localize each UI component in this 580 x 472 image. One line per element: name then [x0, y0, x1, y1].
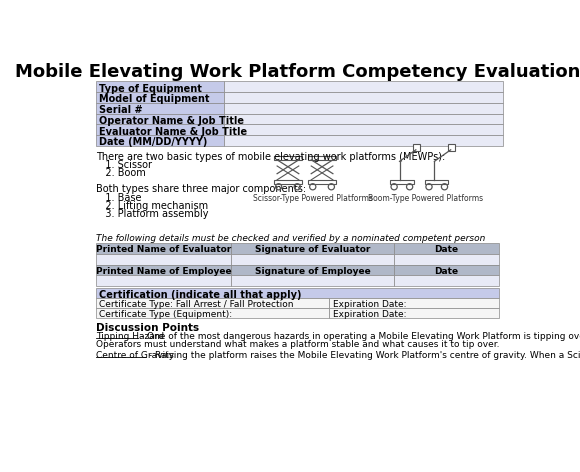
Bar: [96, 135, 224, 146]
Text: Mobile Elevating Work Platform Competency Evaluation: Mobile Elevating Work Platform Competenc…: [14, 63, 580, 81]
Text: 3. Platform assembly: 3. Platform assembly: [96, 209, 208, 219]
Bar: [96, 92, 224, 103]
Bar: [425, 180, 448, 185]
Text: Boom-Type Powered Platforms: Boom-Type Powered Platforms: [368, 194, 483, 202]
Text: Centre of Gravity: Centre of Gravity: [96, 351, 174, 360]
Bar: [231, 243, 394, 254]
Text: Type of Equipment: Type of Equipment: [99, 84, 202, 93]
Text: Date: Date: [434, 267, 459, 276]
Bar: [308, 180, 336, 184]
Text: The following details must be checked and verified by a nominated competent pers: The following details must be checked an…: [96, 234, 485, 243]
Bar: [96, 264, 231, 275]
Text: 2. Lifting mechanism: 2. Lifting mechanism: [96, 201, 208, 211]
Text: Printed Name of Evaluator: Printed Name of Evaluator: [96, 245, 231, 254]
Bar: [96, 254, 231, 264]
Bar: [96, 125, 224, 135]
Bar: [394, 243, 499, 254]
Text: Expiration Date:: Expiration Date:: [332, 310, 406, 319]
Text: 1. Base: 1. Base: [96, 193, 142, 202]
Text: Printed Name of Employee: Printed Name of Employee: [96, 267, 231, 276]
Text: Scissor-Type Powered Platforms: Scissor-Type Powered Platforms: [253, 194, 373, 202]
Bar: [231, 264, 394, 275]
Text: There are two basic types of mobile elevating work platforms (MEWPs):: There are two basic types of mobile elev…: [96, 152, 445, 162]
Bar: [413, 144, 420, 151]
Text: Both types share three major components:: Both types share three major components:: [96, 185, 306, 194]
Bar: [329, 298, 499, 308]
Bar: [96, 243, 231, 254]
Text: Certification (indicate all that apply): Certification (indicate all that apply): [99, 290, 302, 300]
Bar: [231, 254, 394, 264]
Bar: [448, 144, 455, 151]
Bar: [390, 180, 414, 185]
Text: Evaluator Name & Job Title: Evaluator Name & Job Title: [99, 126, 247, 137]
Text: Certificate Type (Equipment):: Certificate Type (Equipment):: [99, 310, 232, 319]
Text: Operators must understand what makes a platform stable and what causes it to tip: Operators must understand what makes a p…: [96, 340, 499, 349]
Bar: [96, 308, 329, 319]
Text: Signature of Evaluator: Signature of Evaluator: [255, 245, 371, 254]
Bar: [329, 308, 499, 319]
Text: Date (MM/DD/YYYY): Date (MM/DD/YYYY): [99, 137, 207, 147]
Text: - Raising the platform raises the Mobile Elevating Work Platform's centre of gra: - Raising the platform raises the Mobile…: [147, 351, 580, 360]
Text: Discussion Points: Discussion Points: [96, 323, 199, 333]
Bar: [96, 114, 224, 125]
Text: - One of the most dangerous hazards in operating a Mobile Elevating Work Platfor: - One of the most dangerous hazards in o…: [137, 332, 580, 341]
Bar: [308, 156, 336, 160]
Bar: [394, 264, 499, 275]
Text: Tipping Hazard: Tipping Hazard: [96, 332, 164, 341]
Text: 2. Boom: 2. Boom: [96, 169, 146, 178]
Bar: [394, 275, 499, 286]
Bar: [96, 275, 231, 286]
Text: Date: Date: [434, 245, 459, 254]
Bar: [96, 298, 329, 308]
Bar: [96, 81, 224, 92]
Bar: [224, 92, 503, 103]
Text: 1. Scissor: 1. Scissor: [96, 160, 152, 170]
Bar: [224, 103, 503, 114]
Text: Expiration Date:: Expiration Date:: [332, 300, 406, 309]
Bar: [224, 81, 503, 92]
Text: Serial #: Serial #: [99, 105, 143, 115]
Bar: [274, 156, 302, 160]
Text: Operator Name & Job Title: Operator Name & Job Title: [99, 116, 244, 126]
Bar: [96, 103, 224, 114]
Bar: [224, 114, 503, 125]
Bar: [96, 288, 499, 298]
Text: Certificate Type: Fall Arrest / Fall Protection: Certificate Type: Fall Arrest / Fall Pro…: [99, 300, 293, 309]
Bar: [231, 275, 394, 286]
Bar: [224, 135, 503, 146]
Bar: [224, 125, 503, 135]
Text: Model of Equipment: Model of Equipment: [99, 94, 209, 104]
Text: Signature of Employee: Signature of Employee: [255, 267, 371, 276]
Bar: [274, 180, 302, 184]
Bar: [394, 254, 499, 264]
